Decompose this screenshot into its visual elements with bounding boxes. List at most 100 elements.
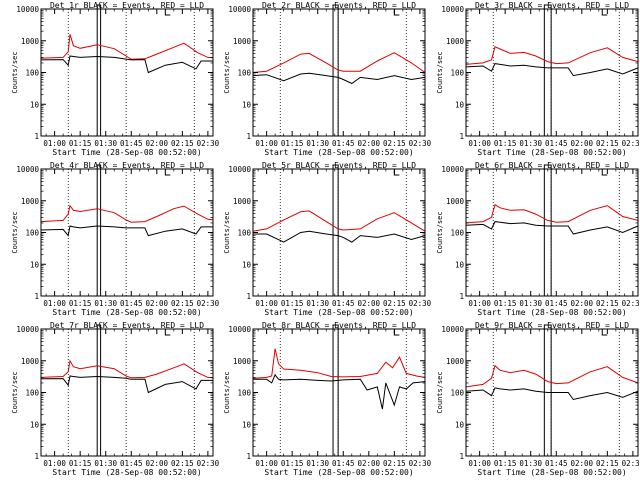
lld-series-line (465, 46, 639, 65)
chart-panel-7: Det 7r BLACK = Events, RED = LLD 1 10 100 10… (11, 321, 220, 477)
y-tick-label: 10000 (441, 5, 464, 14)
events-series-line (40, 375, 213, 394)
y-axis-label: Counts/sec (11, 211, 19, 253)
y-axis-label: Counts/sec (11, 371, 19, 413)
x-tick-label: 01:15 (281, 459, 304, 468)
y-tick-label: 10000 (16, 165, 39, 174)
lld-series-line (40, 204, 214, 223)
plot-frame (252, 168, 426, 297)
y-tick-label: 100 (450, 229, 464, 238)
x-tick-label: 01:30 (94, 299, 117, 308)
x-tick-label: 01:00 (43, 139, 66, 148)
chart-title: Det 7r BLACK = Events, RED = LLD (50, 321, 204, 330)
y-tick-label: 100 (237, 69, 251, 78)
lld-series-line (465, 203, 639, 224)
x-axis-label: Start Time (28-Sep-08 00:52:00) (52, 468, 201, 477)
x-tick-label: 01:00 (468, 299, 491, 308)
events-series-line (40, 55, 213, 74)
y-tick-label: 10000 (441, 325, 464, 334)
x-tick-label: 01:45 (332, 139, 355, 148)
x-tick-label: 02:00 (571, 299, 594, 308)
chart-panel-2: Det 2r BLACK = Events, RED = LLD 1 10 100 10… (223, 1, 432, 157)
x-tick-label: 02:15 (171, 459, 194, 468)
y-tick-label: 10000 (441, 165, 464, 174)
y-tick-label: 1000 (233, 357, 252, 366)
x-tick-label: 02:00 (358, 459, 381, 468)
y-tick-label: 100 (25, 389, 39, 398)
chart-panel-8: Det 8r BLACK = Events, RED = LLD 1 10 100 10… (223, 321, 432, 477)
x-axis-label: Start Time (28-Sep-08 00:52:00) (477, 308, 626, 317)
y-tick-label: 10 (242, 420, 252, 429)
x-tick-label: 02:00 (571, 459, 594, 468)
x-tick-label: 02:30 (409, 459, 432, 468)
x-tick-label: 01:00 (255, 139, 278, 148)
chart-title: Det 5r BLACK = Events, RED = LLD (262, 161, 416, 170)
y-tick-label: 1000 (446, 357, 465, 366)
x-tick-label: 01:45 (545, 459, 568, 468)
x-tick-label: 02:30 (197, 139, 220, 148)
y-tick-label: 1 (34, 132, 39, 141)
x-tick-label: 01:30 (306, 459, 329, 468)
y-tick-label: 1000 (233, 37, 252, 46)
y-tick-label: 10 (242, 100, 252, 109)
x-tick-label: 01:15 (494, 299, 517, 308)
x-tick-label: 01:15 (494, 459, 517, 468)
y-tick-label: 10000 (16, 5, 39, 14)
events-series-line (40, 225, 213, 237)
chart-panel-1: Det 1r BLACK = Events, RED = LLD 1 10 100 10… (11, 1, 220, 157)
y-axis-label: Counts/sec (436, 371, 444, 413)
y-tick-label: 10000 (228, 165, 251, 174)
chart-title: Det 8r BLACK = Events, RED = LLD (262, 321, 416, 330)
x-tick-label: 02:15 (171, 139, 194, 148)
y-tick-label: 1 (246, 292, 251, 301)
chart-title: Det 2r BLACK = Events, RED = LLD (262, 1, 416, 10)
plot-frame (465, 168, 639, 297)
x-tick-label: 01:45 (120, 459, 143, 468)
x-tick-label: 02:00 (146, 459, 169, 468)
x-tick-label: 02:00 (146, 139, 169, 148)
y-tick-label: 10 (30, 100, 40, 109)
plot-frame (40, 8, 214, 137)
x-tick-label: 02:15 (171, 299, 194, 308)
y-tick-label: 100 (237, 229, 251, 238)
x-tick-label: 01:00 (255, 459, 278, 468)
x-tick-label: 01:15 (281, 299, 304, 308)
chart-title: Det 9r BLACK = Events, RED = LLD (475, 321, 629, 330)
x-tick-label: 02:30 (197, 299, 220, 308)
x-tick-label: 02:30 (409, 299, 432, 308)
time-window-box (543, 4, 552, 137)
time-window-box (332, 4, 339, 137)
events-series-line (465, 63, 639, 77)
plot-frame (40, 168, 214, 297)
x-tick-label: 01:45 (545, 299, 568, 308)
x-tick-label: 02:00 (358, 139, 381, 148)
events-series-line (253, 373, 426, 410)
x-tick-label: 02:30 (409, 139, 432, 148)
events-series-line (252, 72, 426, 85)
y-tick-label: 100 (237, 389, 251, 398)
y-tick-label: 100 (450, 389, 464, 398)
x-axis-label: Start Time (28-Sep-08 00:52:00) (264, 148, 413, 157)
x-tick-label: 02:15 (383, 299, 406, 308)
y-tick-label: 1 (459, 452, 464, 461)
time-window-box (96, 4, 102, 137)
plot-frame (252, 8, 426, 137)
y-tick-label: 10 (30, 260, 40, 269)
y-tick-label: 10 (455, 420, 465, 429)
x-tick-label: 02:30 (197, 459, 220, 468)
x-tick-label: 01:30 (519, 459, 542, 468)
chart-title: Det 1r BLACK = Events, RED = LLD (50, 1, 204, 10)
x-axis-label: Start Time (28-Sep-08 00:52:00) (52, 308, 201, 317)
x-tick-label: 01:30 (94, 139, 117, 148)
x-tick-label: 01:45 (120, 139, 143, 148)
top-bracket-marker (601, 329, 608, 336)
y-tick-label: 1000 (21, 197, 40, 206)
x-tick-label: 01:30 (94, 459, 117, 468)
x-tick-label: 02:00 (146, 299, 169, 308)
time-window-box (96, 324, 102, 457)
x-tick-label: 01:30 (306, 299, 329, 308)
x-axis-label: Start Time (28-Sep-08 00:52:00) (477, 468, 626, 477)
y-tick-label: 1 (246, 132, 251, 141)
y-tick-label: 1000 (233, 197, 252, 206)
